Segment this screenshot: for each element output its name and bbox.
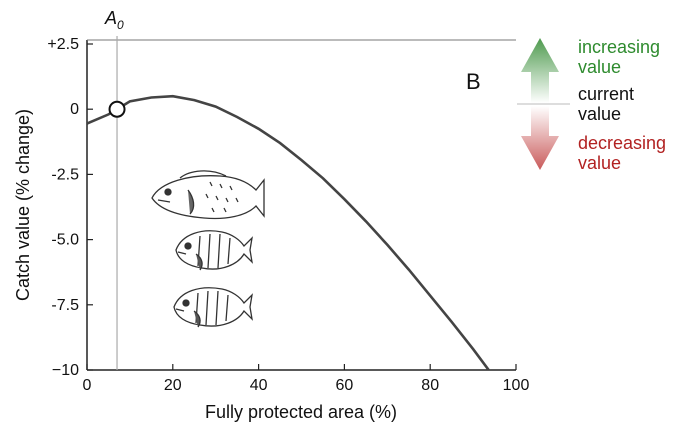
y-ticks: +2.5 0 -2.5 -5.0 -7.5 −10 <box>47 36 93 379</box>
reference-label: A0 <box>104 8 124 32</box>
legend-increasing-line2: value <box>578 57 621 77</box>
increasing-arrow-icon <box>521 38 559 103</box>
reference-label-main: A <box>104 8 117 28</box>
legend: increasing value current value decreasin… <box>517 37 666 173</box>
seabream-fish-icon <box>173 287 253 328</box>
legend-decreasing-line1: decreasing <box>578 133 666 153</box>
seabream-fish-icon <box>175 230 253 271</box>
legend-decreasing-line2: value <box>578 153 621 173</box>
y-tick-label: 0 <box>70 101 79 118</box>
grouper-fish-icon <box>151 170 265 220</box>
x-ticks: 0 20 40 60 80 100 <box>83 364 530 394</box>
x-tick-label: 60 <box>336 377 354 394</box>
legend-increasing-line1: increasing <box>578 37 660 57</box>
panel-label: B <box>466 69 481 94</box>
x-tick-label: 100 <box>503 377 530 394</box>
y-tick-label: -2.5 <box>51 166 79 183</box>
series-points <box>87 96 516 406</box>
current-value-point <box>108 100 126 118</box>
x-tick-label: 80 <box>421 377 439 394</box>
legend-current-line1: current <box>578 84 634 104</box>
y-tick-label: -5.0 <box>51 232 79 249</box>
x-tick-label: 0 <box>83 377 92 394</box>
x-tick-label: 20 <box>164 377 182 394</box>
y-tick-label: +2.5 <box>47 36 79 53</box>
x-tick-label: 40 <box>250 377 268 394</box>
legend-current-line2: value <box>578 104 621 124</box>
y-tick-label: -7.5 <box>51 297 79 314</box>
x-axis-title: Fully protected area (%) <box>205 402 397 422</box>
y-axis-title: Catch value (% change) <box>13 109 33 301</box>
reference-label-sub: 0 <box>117 18 124 32</box>
y-tick-label: −10 <box>52 362 79 379</box>
series-line <box>87 94 491 370</box>
decreasing-arrow-icon <box>521 106 559 170</box>
